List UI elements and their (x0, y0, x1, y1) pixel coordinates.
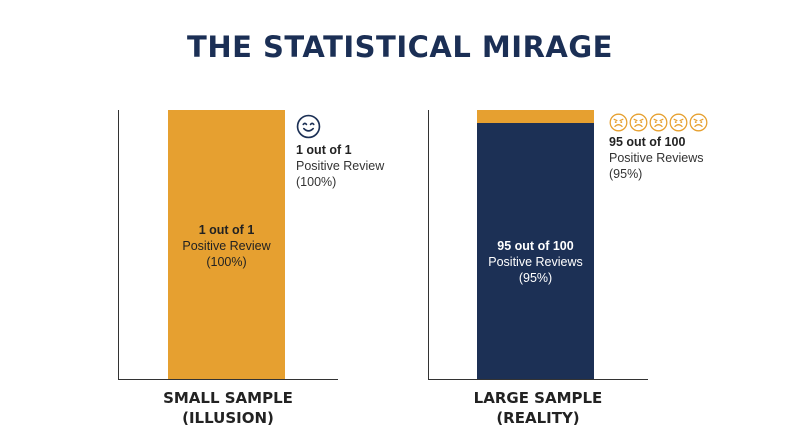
x-axis-line (118, 379, 338, 380)
sad-face-icon (689, 113, 708, 132)
bar-label-count: 1 out of 1 (198, 223, 255, 237)
category-label-line1: LARGE SAMPLE (473, 389, 603, 407)
positive-reviews-bar-large-sample (477, 123, 594, 379)
sad-face-icon (669, 113, 688, 132)
side-label-small-sample: 1 out of 1 Positive Review (100%) (296, 142, 384, 190)
side-label-large-sample: 95 out of 100 Positive Reviews (95%) (609, 134, 703, 182)
large-sample-panel (428, 110, 648, 380)
x-axis-line (428, 379, 648, 380)
bar-label-percent: (95%) (518, 271, 553, 285)
positive-reviews-bar-small-sample (168, 110, 285, 379)
bar-label-small-sample: 1 out of 1 Positive Review (100%) (168, 222, 285, 270)
category-label-large-sample: LARGE SAMPLE (REALITY) (428, 388, 648, 428)
bar-label-percent: (100%) (206, 255, 247, 269)
bar-label-large-sample: 95 out of 100 Positive Reviews (95%) (477, 238, 594, 286)
negative-reviews-bar-large-sample (477, 110, 594, 123)
side-label-percent: (100%) (296, 175, 337, 189)
y-axis-line (428, 110, 429, 380)
bar-label-text: Positive Review (182, 239, 271, 253)
smiley-icon-row (296, 114, 321, 139)
side-label-count: 95 out of 100 (609, 135, 686, 149)
small-sample-panel (118, 110, 338, 380)
sad-face-icon-row (609, 113, 708, 132)
sad-face-icon (609, 113, 628, 132)
sad-face-icon (649, 113, 668, 132)
category-label-small-sample: SMALL SAMPLE (ILLUSION) (118, 388, 338, 428)
bar-label-text: Positive Reviews (488, 255, 583, 269)
category-label-line2: (REALITY) (496, 409, 580, 427)
side-label-text: Positive Reviews (609, 151, 704, 165)
sad-face-icon (629, 113, 648, 132)
category-label-line1: SMALL SAMPLE (163, 389, 293, 407)
smiley-icon (296, 114, 321, 139)
side-label-text: Positive Review (296, 159, 385, 173)
side-label-percent: (95%) (609, 167, 643, 181)
chart-title: THE STATISTICAL MIRAGE (187, 30, 613, 64)
side-label-count: 1 out of 1 (296, 143, 352, 157)
category-label-line2: (ILLUSION) (182, 409, 274, 427)
y-axis-line (118, 110, 119, 380)
bar-label-count: 95 out of 100 (497, 239, 574, 253)
